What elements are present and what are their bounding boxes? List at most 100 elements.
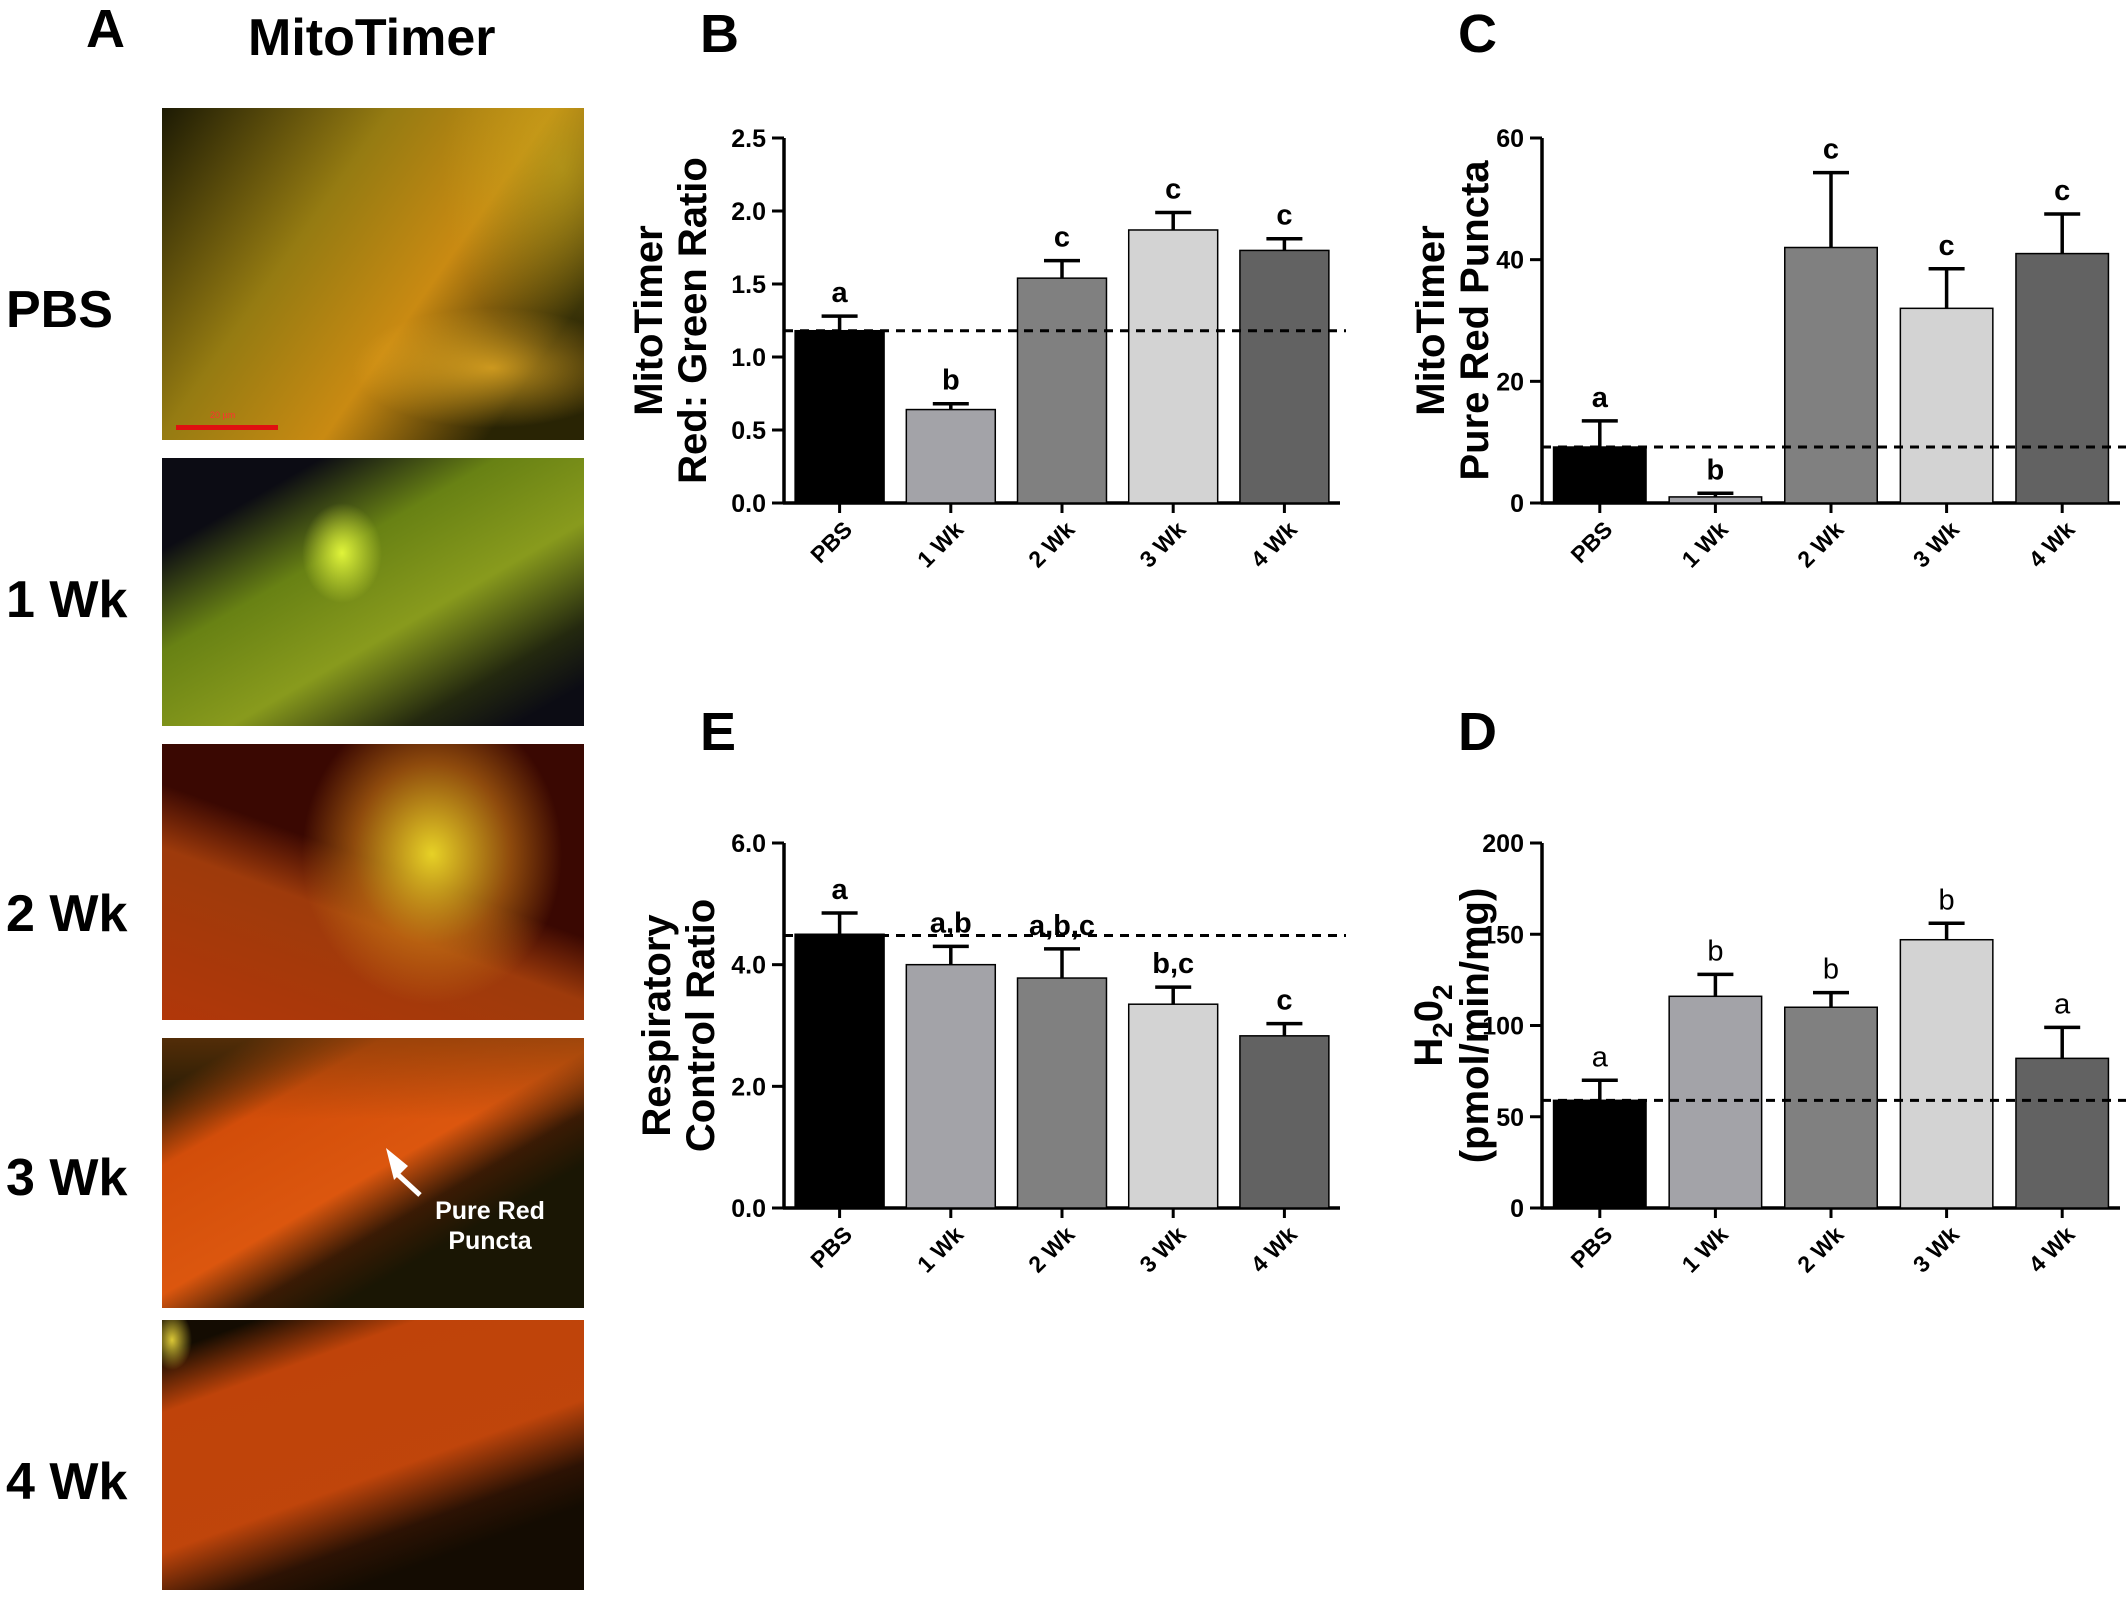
row-label-3wk: 3 Wk (6, 1149, 128, 1207)
row-label-pbs: PBS (6, 281, 113, 339)
bar-b-3 (1127, 229, 1219, 504)
x-tick-label: 1 Wk (912, 516, 968, 572)
y-tick-label: 0.0 (731, 1195, 766, 1223)
x-tick-label: PBS (805, 1221, 857, 1273)
row-label-1wk: 1 Wk (6, 571, 128, 629)
x-tick-label: 2 Wk (1792, 1221, 1848, 1277)
bar-c-4 (2015, 252, 2110, 504)
y-tick-label: 2.0 (731, 198, 766, 226)
panel-letter-b: B (700, 4, 739, 64)
bar-e-4 (1239, 1035, 1330, 1209)
significance-label: a (1592, 1041, 1609, 1073)
x-tick-label: 3 Wk (1908, 516, 1964, 572)
y-tick-label: 0.5 (731, 417, 766, 445)
x-tick-label: PBS (1566, 516, 1618, 568)
y-tick-label: 200 (1482, 830, 1524, 858)
y-tick-label: 2.0 (731, 1073, 766, 1101)
y-tick-label: 1.5 (731, 271, 766, 299)
chart-e: E Respiratory Control Ratio 0.0 2.0 4.0 6.0 a PB… (635, 702, 1346, 1277)
chart-c: C MitoTimer Pure Red Puncta 0 20 40 60 a PBS b 1 W… (1409, 4, 2126, 572)
row-label-2wk: 2 Wk (6, 885, 128, 943)
y-tick-label: 2.5 (731, 125, 766, 153)
significance-label: a (2054, 988, 2071, 1020)
panel-letter-c: C (1458, 4, 1497, 64)
bar-d-0 (1552, 1099, 1647, 1209)
x-tick-label: 3 Wk (1134, 516, 1190, 572)
x-tick-label: 1 Wk (1677, 516, 1733, 572)
significance-label: c (1054, 222, 1070, 254)
bar-b-0 (794, 329, 885, 504)
x-tick-label: 2 Wk (1792, 516, 1848, 572)
puncta-annotation-line1: Pure Red (435, 1197, 545, 1225)
y-axis-label: H202 (1407, 984, 1458, 1066)
bar-c-3 (1899, 307, 1994, 504)
significance-label: c (1276, 200, 1292, 232)
x-tick-label: PBS (1566, 1221, 1618, 1273)
bar-c-0 (1552, 446, 1647, 504)
x-tick-label: 4 Wk (2023, 1221, 2079, 1277)
x-tick-label: 4 Wk (2023, 516, 2079, 572)
significance-label: a,b,c (1029, 910, 1095, 942)
y-axis-label: Pure Red Puncta (1453, 160, 1497, 481)
significance-label: b (1707, 935, 1723, 967)
y-tick-label: 0 (1510, 1195, 1524, 1223)
y-tick-label: 60 (1496, 125, 1524, 153)
y-tick-label: 40 (1496, 247, 1524, 275)
bar-c-2 (1784, 246, 1878, 504)
bar-d-2 (1784, 1006, 1878, 1209)
y-axis-label: MitoTimer (627, 225, 671, 415)
y-tick-label: 100 (1482, 1013, 1524, 1041)
significance-label: a (1592, 382, 1609, 414)
bar-d-4 (2015, 1057, 2110, 1209)
bar-e-0 (794, 933, 885, 1209)
y-axis-label: (pmol/min/mg) (1453, 888, 1497, 1164)
significance-label: b,c (1152, 948, 1194, 980)
y-tick-label: 0 (1510, 490, 1524, 518)
significance-label: c (1165, 173, 1181, 205)
bar-e-1 (905, 963, 997, 1209)
x-tick-label: 3 Wk (1134, 1221, 1190, 1277)
y-tick-label: 6.0 (731, 830, 766, 858)
y-tick-label: 4.0 (731, 952, 766, 980)
chart-b: B MitoTimer Red: Green Ratio 0.0 0.5 1.0 1.5 2.… (627, 4, 1346, 572)
chart-d: D H202(pmol/min/mg) 0 50 100 150 200 a PBS b 1 Wk b… (1407, 702, 2126, 1277)
significance-label: a (832, 277, 849, 309)
row-label-4wk: 4 Wk (6, 1453, 128, 1511)
significance-label: b (1939, 884, 1955, 916)
bar-c-1 (1668, 496, 1763, 504)
x-tick-label: 3 Wk (1908, 1221, 1964, 1277)
panel-a-letter: A (86, 0, 125, 59)
x-tick-label: 2 Wk (1023, 516, 1079, 572)
x-tick-label: 2 Wk (1023, 1221, 1079, 1277)
bar-e-2 (1016, 977, 1108, 1209)
bar-b-2 (1016, 277, 1108, 504)
significance-label: c (1939, 230, 1955, 262)
y-axis-label: MitoTimer (1409, 225, 1453, 415)
y-axis-label: Respiratory (635, 914, 679, 1137)
bar-d-3 (1899, 938, 1994, 1209)
x-tick-label: 4 Wk (1246, 516, 1302, 572)
significance-label: c (1823, 134, 1839, 166)
bar-d-1 (1668, 995, 1763, 1209)
panel-letter-d: D (1458, 702, 1497, 762)
significance-label: b (1823, 954, 1839, 986)
micrograph-1wk (162, 458, 584, 726)
puncta-annotation-line2: Puncta (448, 1227, 532, 1255)
micrograph-3wk (162, 1038, 584, 1308)
micrograph-2wk (162, 744, 584, 1020)
bar-b-1 (905, 408, 997, 504)
significance-label: a (832, 874, 849, 906)
bar-e-3 (1127, 1003, 1219, 1209)
x-tick-label: 1 Wk (912, 1221, 968, 1277)
y-tick-label: 50 (1496, 1104, 1524, 1132)
x-tick-label: 1 Wk (1677, 1221, 1733, 1277)
y-tick-label: 0.0 (731, 490, 766, 518)
y-axis-label: Red: Green Ratio (671, 157, 715, 484)
significance-label: b (1707, 454, 1725, 486)
panel-letter-e: E (700, 702, 736, 762)
y-tick-label: 150 (1482, 921, 1524, 949)
significance-label: b (942, 365, 960, 397)
puncta-annotation: Pure Red Puncta (420, 1196, 560, 1256)
